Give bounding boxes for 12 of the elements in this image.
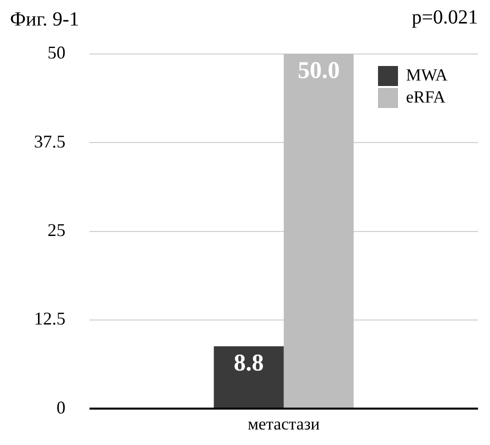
y-tick-label: 50 [48,42,66,63]
y-tick-label: 12.5 [34,308,66,329]
y-tick-label: 0 [56,397,66,418]
y-tick-label: 25 [48,220,66,240]
y-tick-label: 37.5 [34,131,66,152]
chart-title: Фиг. 9-1 [10,8,80,30]
legend-label: MWA [406,65,448,84]
legend-label: eRFA [406,87,446,106]
data-label: 8.8 [234,350,264,376]
text: p=0.021 [412,6,478,28]
x-tick-label: метастази [248,414,320,434]
data-label: 50.0 [298,58,340,84]
